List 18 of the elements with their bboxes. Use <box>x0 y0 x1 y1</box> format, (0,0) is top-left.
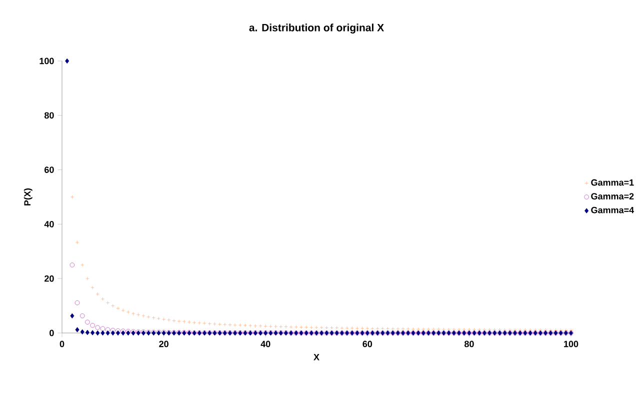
legend-label: Gamma=1 <box>591 179 634 186</box>
x-tick-label: 0 <box>60 340 64 348</box>
y-tick-label: 80 <box>44 112 54 119</box>
legend-label: Gamma=4 <box>591 206 634 214</box>
y-axis-title: P(X) <box>24 188 32 206</box>
y-tick-label: 20 <box>44 275 54 282</box>
x-tick-label: 20 <box>159 340 168 348</box>
y-tick-label: 0 <box>50 330 54 336</box>
legend-label: Gamma=2 <box>591 193 634 200</box>
x-tick-label: 40 <box>260 340 270 348</box>
x-tick-label: 60 <box>362 340 372 348</box>
x-tick-label: 100 <box>564 340 578 348</box>
y-tick-label: 60 <box>44 166 54 173</box>
chart-title: a. Distribution of original X <box>249 24 384 34</box>
y-tick-label: 100 <box>40 58 54 64</box>
x-axis-title: X <box>314 354 320 360</box>
x-tick-label: 80 <box>464 340 474 348</box>
y-tick-label: 40 <box>44 220 54 228</box>
